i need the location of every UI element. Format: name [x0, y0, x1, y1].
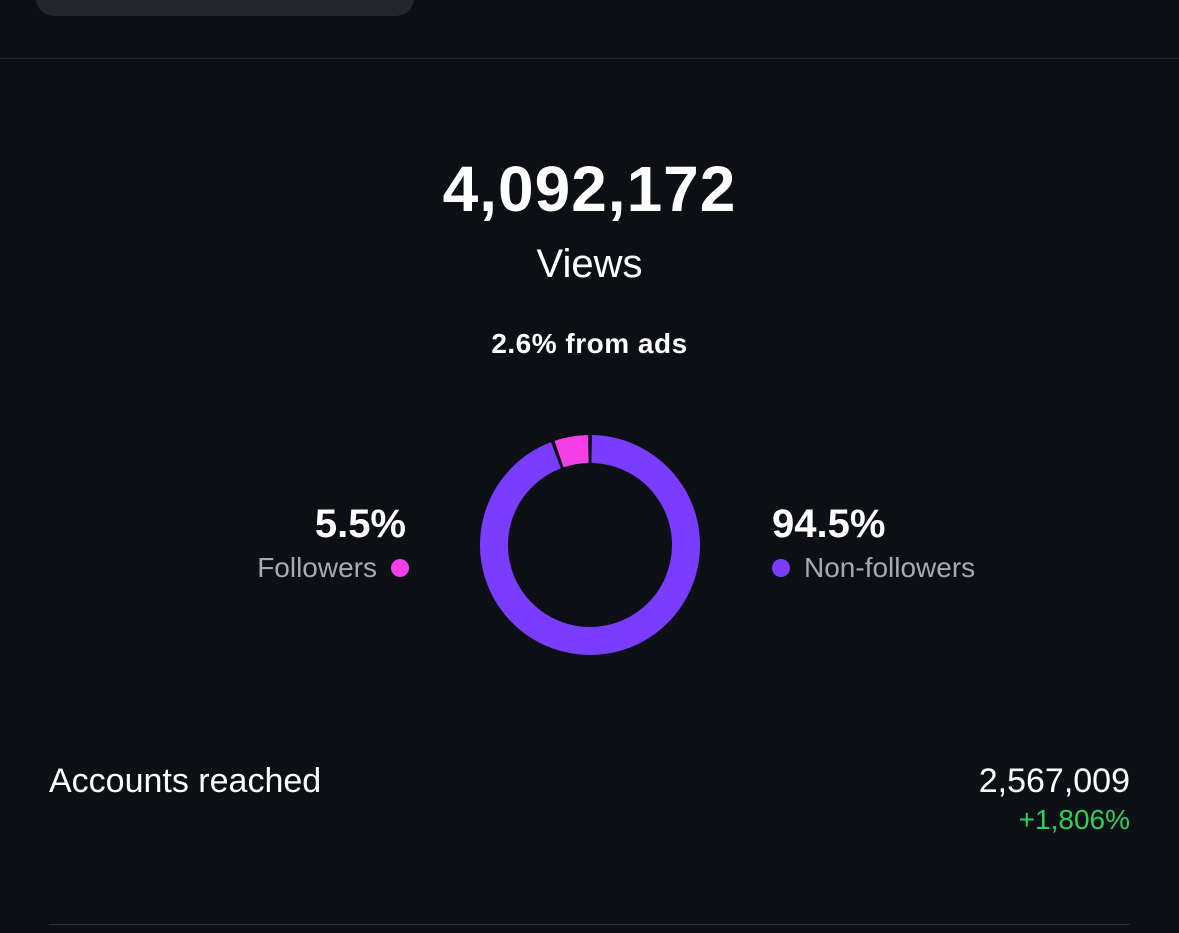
accounts-reached-change: +1,806%: [1018, 804, 1130, 835]
bottom-divider: [49, 924, 1130, 925]
accounts-reached-label: Accounts reached: [49, 762, 322, 800]
donut-slice-followers: [554, 435, 590, 468]
non-followers-label: Non-followers: [804, 552, 976, 583]
non-followers-color-dot: [772, 559, 790, 577]
followers-percent: 5.5%: [314, 502, 406, 546]
views-total: 4,092,172: [442, 153, 737, 225]
views-label: Views: [536, 242, 643, 286]
non-followers-legend: Non-followers: [772, 552, 975, 584]
top-divider: [0, 58, 1179, 59]
followers-label: Followers: [257, 552, 377, 583]
top-segment-control[interactable]: [36, 0, 414, 16]
audience-donut-chart: [480, 435, 700, 655]
followers-color-dot: [391, 559, 409, 577]
non-followers-percent: 94.5%: [772, 502, 886, 546]
donut-slice-non-followers: [480, 435, 700, 655]
ads-percentage-note: 2.6% from ads: [491, 328, 688, 359]
followers-legend: Followers: [257, 552, 409, 584]
accounts-reached-value: 2,567,009: [978, 762, 1130, 800]
